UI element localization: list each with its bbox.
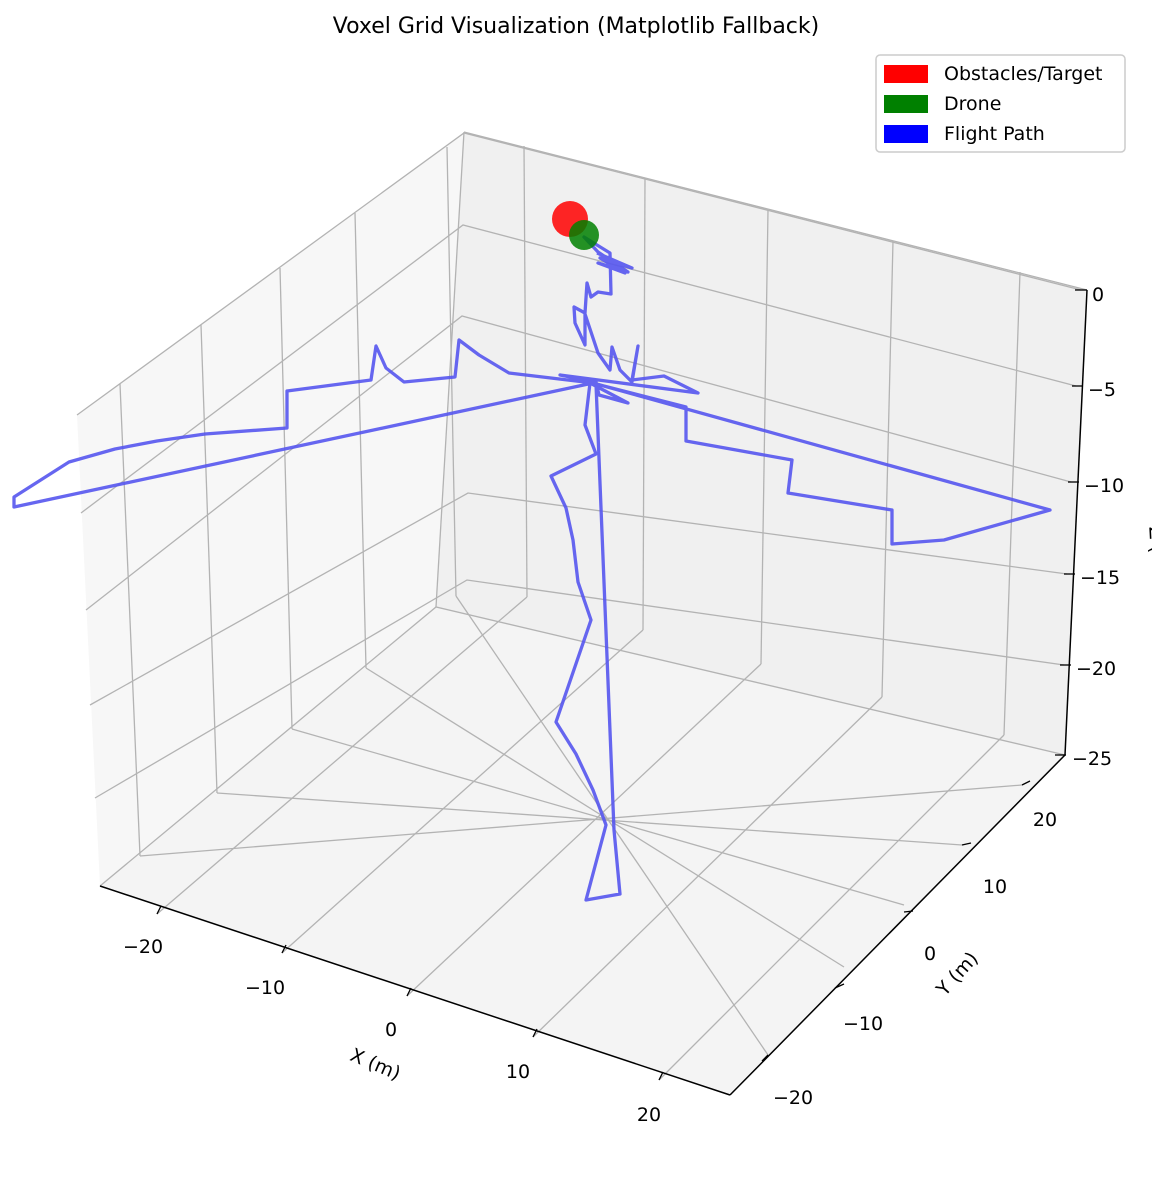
z-tick-label-2: −10	[1084, 475, 1124, 497]
y-tick-1	[834, 983, 845, 989]
pane-edge-floor-back	[99, 606, 1066, 887]
y-grid-floor-1	[216, 792, 963, 846]
x-grid-back-1	[642, 177, 646, 631]
y-tick-label-1: −10	[843, 1013, 883, 1035]
x-tick-label-0: −20	[123, 936, 163, 958]
legend-box	[875, 54, 1126, 153]
z-tick-label-1: −5	[1088, 379, 1116, 401]
legend-label-flight-path: Flight Path	[944, 123, 1045, 145]
z-axis-label: Z (	[1144, 526, 1152, 554]
left-pane	[77, 132, 464, 886]
y-grid-floor-2	[291, 728, 905, 906]
legend-label-obstacles: Obstacles/Target	[944, 63, 1103, 85]
drone-marker	[569, 220, 599, 250]
x-tick-label-4: 20	[637, 1104, 661, 1126]
legend-swatch-drone	[884, 95, 928, 113]
legend-label-drone: Drone	[944, 93, 1001, 115]
pane-edge-top	[463, 131, 1088, 291]
x-grid-floor-0	[156, 596, 528, 915]
z-grid-2	[85, 315, 1072, 611]
y-grid-left-0	[119, 383, 141, 857]
y-grid-left-3	[354, 212, 367, 669]
x-tick-label-1: −10	[245, 977, 285, 999]
x-grid-floor-2	[406, 663, 762, 997]
x-tick-1	[281, 944, 287, 954]
y-grid-floor-0	[139, 784, 1023, 857]
y-grid-left-1	[200, 324, 218, 794]
y-axis-label: Y (m)	[932, 948, 983, 1001]
pane-edge-back-corner	[435, 131, 465, 608]
tick-labels: −20 −10 0 10 20 −20 −10 0 10 20 0 −5 −10 −15 −20 −25	[123, 284, 1124, 1126]
y-grid-floor-3	[365, 667, 845, 968]
z-grid-4	[94, 579, 1065, 799]
y-tick-0	[761, 1054, 769, 1062]
x-grid-back-0	[523, 145, 528, 598]
y-tick-2	[903, 910, 914, 913]
legend-swatch-flight-path	[884, 125, 928, 143]
y-axis-line	[729, 754, 1066, 1096]
y-tick-label-0: −20	[773, 1087, 813, 1109]
y-grid-left-4	[446, 146, 457, 597]
x-grid-floor-4	[658, 734, 1005, 1081]
z-tick-label-4: −20	[1076, 658, 1116, 680]
floor-pane	[100, 607, 1065, 1095]
z-tick-label-0: 0	[1092, 284, 1104, 306]
y-tick-4	[1021, 780, 1031, 786]
y-tick-label-4: 20	[1033, 809, 1057, 831]
x-axis-line	[99, 885, 731, 1096]
x-tick-4	[658, 1071, 664, 1081]
x-tick-2	[406, 987, 412, 997]
grid-lines	[76, 131, 1088, 1081]
y-grid-left-2	[279, 267, 293, 730]
x-grid-floor-3	[532, 696, 883, 1038]
x-tick-label-2: 0	[385, 1019, 397, 1041]
x-grid-back-3	[881, 240, 894, 698]
x-grid-back-2	[760, 209, 769, 665]
flight-path-line	[12, 235, 1052, 902]
x-tick-0	[156, 905, 162, 915]
x-axis-label: X (m)	[347, 1044, 404, 1085]
legend: Obstacles/Target Drone Flight Path	[875, 54, 1126, 153]
y-tick-label-2: 0	[924, 943, 936, 965]
y-tick-3	[961, 842, 972, 846]
z-grid-1	[80, 224, 1077, 514]
x-grid-back-4	[1003, 271, 1021, 736]
chart-title: Voxel Grid Visualization (Matplotlib Fal…	[333, 14, 819, 39]
x-grid-floor-1	[281, 629, 644, 954]
x-tick-label-3: 10	[506, 1061, 530, 1083]
x-tick-3	[532, 1028, 538, 1038]
axes	[99, 289, 1088, 1096]
z-tick-label-5: −25	[1072, 748, 1112, 770]
y-grid-floor-4	[455, 595, 769, 1056]
legend-swatch-obstacles	[884, 65, 928, 83]
plot-area	[12, 201, 1052, 902]
y-tick-label-3: 10	[983, 876, 1007, 898]
z-axis-line	[1064, 289, 1088, 756]
z-grid-3	[89, 492, 1068, 706]
z-tick-label-3: −15	[1080, 567, 1120, 589]
